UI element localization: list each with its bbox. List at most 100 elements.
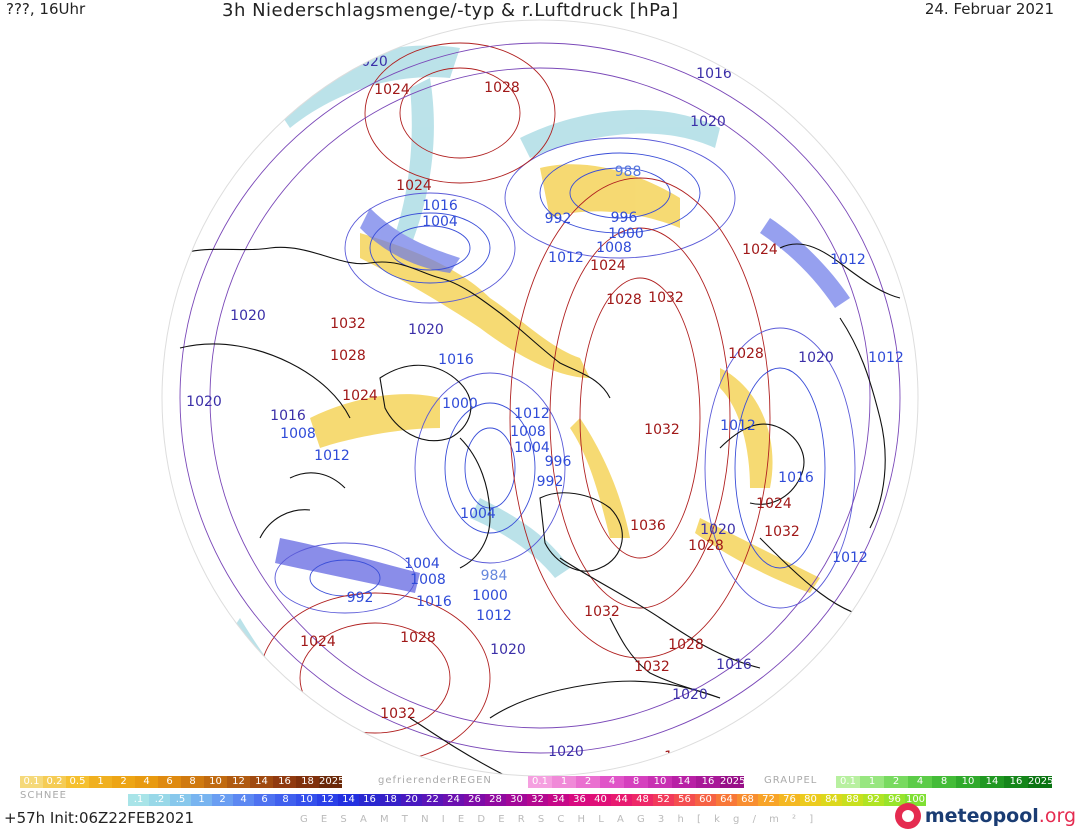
legend-cell: 22 <box>422 794 443 806</box>
legend-cell: 36 <box>569 794 590 806</box>
legend-snow-label: SCHNEE <box>20 790 67 801</box>
legend-cell: 8 <box>181 776 204 788</box>
init-time-label: +57h Init:06Z22FEB2021 <box>4 809 194 827</box>
legend-freezing-rain-label: gefrierenderREGEN <box>378 775 492 786</box>
pressure-label: 1024 <box>664 749 700 765</box>
legend-cell: 0.2 <box>43 776 66 788</box>
pressure-label: 1004 <box>460 506 496 522</box>
pressure-label: 1028 <box>400 630 436 646</box>
pressure-label: 1008 <box>510 424 546 440</box>
pressure-label: 996 <box>545 454 572 470</box>
legend-cell: 48 <box>632 794 653 806</box>
legend-total-label: G E S A M T N I E D E R S C H L A G 3 h … <box>300 814 819 825</box>
pressure-label: 1020 <box>690 114 726 130</box>
pressure-label: 992 <box>545 211 572 227</box>
legend-cell: .2 <box>149 794 170 806</box>
pressure-label: 1016 <box>270 408 306 424</box>
brand-name: meteopool.org <box>924 805 1076 827</box>
legend-cell: 2 <box>576 776 600 788</box>
pressure-label: 1032 <box>764 524 800 540</box>
legend-cell: 34 <box>548 794 569 806</box>
legend-cell: 96 <box>884 794 905 806</box>
legend-cell: 16 <box>1004 776 1028 788</box>
pressure-label: 1008 <box>596 240 632 256</box>
pressure-label: 1000 <box>608 226 644 242</box>
pressure-label: 1028 <box>688 538 724 554</box>
legend-cell: 2 <box>884 776 908 788</box>
legend-cell: 68 <box>737 794 758 806</box>
map-title: 3h Niederschlagsmenge/-typ & r.Luftdruck… <box>222 0 679 21</box>
legend-cell: 12 <box>317 794 338 806</box>
pressure-label: 1004 <box>514 440 550 456</box>
legend-cell: .5 <box>170 794 191 806</box>
legend-cell: 64 <box>716 794 737 806</box>
legend-cell: 4 <box>135 776 158 788</box>
legend-cell: 16 <box>696 776 720 788</box>
legend-cell: 1 <box>860 776 884 788</box>
pressure-label: 992 <box>347 590 374 606</box>
pressure-label: 1004 <box>404 556 440 572</box>
pressure-label: 988 <box>615 164 642 180</box>
pressure-label: 1024 <box>342 388 378 404</box>
legend-cell: 88 <box>842 794 863 806</box>
pressure-label: 1024 <box>756 496 792 512</box>
legend-cell: 26 <box>464 794 485 806</box>
legend-cell: 6 <box>158 776 181 788</box>
legend-cell: 52 <box>653 794 674 806</box>
legend-cell: 10 <box>296 794 317 806</box>
legend-cell: 76 <box>779 794 800 806</box>
forecast-time-label: ???, 16Uhr <box>6 0 86 18</box>
legend-cell: 30 <box>506 794 527 806</box>
pressure-label: 1020 <box>490 642 526 658</box>
pressure-label: 1028 <box>668 637 704 653</box>
pressure-label: 1000 <box>472 588 508 604</box>
pressure-label: 1004 <box>422 214 458 230</box>
pressure-label: 1000 <box>442 396 478 412</box>
pressure-label: 1012 <box>514 406 550 422</box>
pressure-label: 1020 <box>700 522 736 538</box>
pressure-label: 1032 <box>380 706 416 722</box>
legend-graupel-label: GRAUPEL <box>764 775 818 786</box>
pressure-label: 1024 <box>370 752 406 768</box>
pressure-label: 1008 <box>410 572 446 588</box>
pressure-label: 1032 <box>644 422 680 438</box>
legend-cell: 16 <box>359 794 380 806</box>
legend-cell: 14 <box>672 776 696 788</box>
pressure-label: 1024 <box>396 178 432 194</box>
pressure-label: 1036 <box>630 518 666 534</box>
pressure-label: 1020 <box>186 394 222 410</box>
pressure-label: 1008 <box>280 426 316 442</box>
legend-cell: 14 <box>250 776 273 788</box>
meteopool-logo-icon <box>894 803 921 829</box>
pressure-label: 992 <box>537 474 564 490</box>
pressure-label: 1020 <box>672 687 708 703</box>
legend-cell: 8 <box>275 794 296 806</box>
pressure-label: 1012 <box>476 608 512 624</box>
legend-cell: 72 <box>758 794 779 806</box>
legend-cell: 18 <box>296 776 319 788</box>
legend-cell: 84 <box>821 794 842 806</box>
pressure-label: 1012 <box>830 252 866 268</box>
legend-cell: 12 <box>227 776 250 788</box>
legend-cell: 2025+ <box>319 776 342 788</box>
brand-logo-link[interactable]: meteopool.org <box>894 803 1076 829</box>
pressure-label: 1020 <box>352 54 388 70</box>
legend-cell: 16 <box>273 776 296 788</box>
legend-cell: 4 <box>233 794 254 806</box>
pressure-label: 1024 <box>374 82 410 98</box>
legend-cell: 40 <box>590 794 611 806</box>
legend-cell: 10 <box>648 776 672 788</box>
pressure-label: 1016 <box>438 352 474 368</box>
pressure-label: 1012 <box>720 418 756 434</box>
pressure-labels: 1020 1024 1028 1016 1020 1024 1016 1004 988 992 99… <box>186 54 904 768</box>
pressure-label: 1020 <box>230 308 266 324</box>
legend-cell: .1 <box>128 794 149 806</box>
legend-cell: 8 <box>624 776 648 788</box>
weather-map: 1020 1024 1028 1016 1020 1024 1016 1004 988 992 99… <box>161 19 919 777</box>
pressure-label: 1024 <box>590 258 626 274</box>
pressure-label: 1020 <box>548 744 584 760</box>
legend-cell: 56 <box>674 794 695 806</box>
legend-cell: 92 <box>863 794 884 806</box>
